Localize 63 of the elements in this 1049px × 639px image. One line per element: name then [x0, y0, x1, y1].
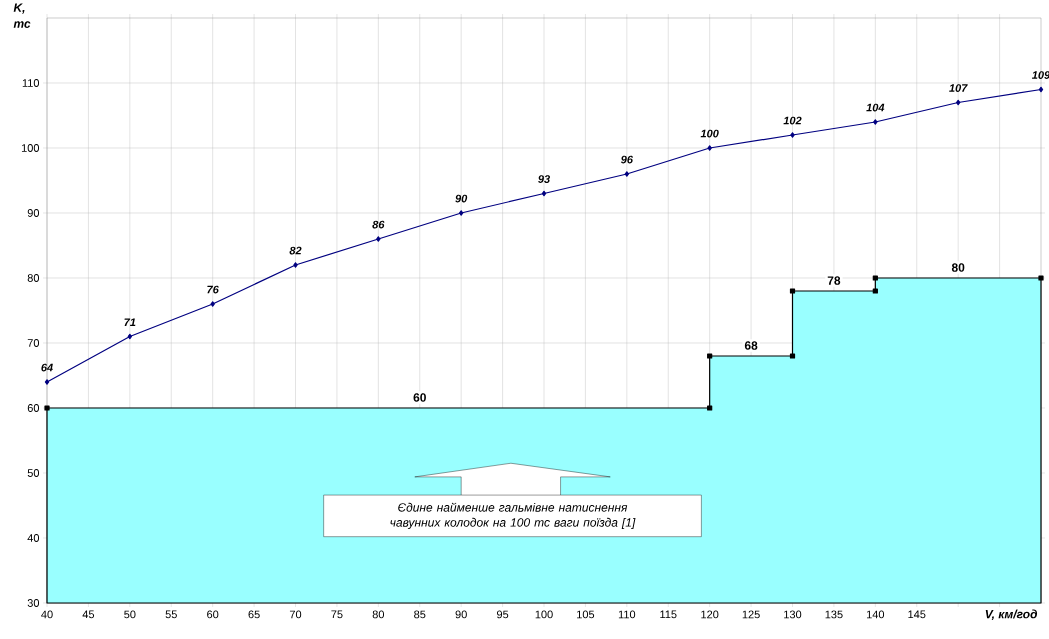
point	[707, 145, 712, 151]
x-tick-label: 45	[82, 610, 95, 619]
annotation: 60	[413, 393, 426, 402]
x-tick-label: 145	[908, 610, 926, 619]
y-axis-title: K, тс	[13, 3, 31, 28]
point	[293, 262, 298, 268]
annotation: Єдине найменше гальмівне натиснення чавунних колодок на 100 тс ваги поїзда [1]	[390, 502, 636, 530]
x-tick-label: 75	[331, 610, 343, 619]
y-tick-label: 110	[22, 79, 40, 87]
y-tick-label: 30	[27, 599, 40, 607]
x-tick-label: 60	[207, 610, 219, 619]
x-tick-label: 110	[618, 610, 636, 619]
x-tick-label: 135	[825, 610, 843, 619]
x-tick-label: 55	[165, 610, 177, 619]
x-tick-label: 65	[248, 610, 260, 619]
x-tick-label: 105	[577, 610, 595, 619]
point	[376, 236, 381, 242]
x-tick-label: 40	[41, 610, 53, 619]
data-label: 86	[372, 220, 385, 229]
point	[955, 99, 961, 106]
y-tick-label: 100	[21, 144, 40, 152]
x-tick-label: 120	[701, 610, 719, 619]
x-tick-label: 115	[660, 610, 677, 619]
data-label: 71	[124, 318, 136, 326]
data-label: 93	[538, 175, 550, 183]
data-label: 96	[620, 155, 634, 164]
data-label: 104	[866, 103, 885, 112]
data-label: 100	[700, 129, 719, 138]
point	[790, 132, 795, 138]
x-axis-title: V, км/год	[985, 609, 1038, 621]
data-label: 90	[455, 194, 468, 203]
x-tick-label: 130	[784, 610, 802, 619]
x-tick-label: 95	[496, 610, 509, 619]
point	[210, 301, 215, 307]
x-tick-label: 90	[455, 610, 467, 619]
annotation: 78	[827, 276, 841, 285]
point	[1038, 86, 1044, 93]
x-tick-label: 70	[289, 610, 302, 619]
data-label: 64	[41, 363, 53, 372]
x-tick-label: 100	[535, 610, 553, 619]
point	[624, 171, 630, 177]
x-tick-label: 125	[742, 610, 760, 619]
y-tick-label: 40	[27, 534, 40, 542]
x-tick-label: 50	[124, 610, 136, 619]
data-label: 102	[783, 116, 802, 125]
x-tick-label: 140	[866, 610, 885, 619]
annotation: 68	[744, 341, 758, 350]
point	[541, 190, 547, 197]
y-tick-label: 70	[27, 339, 40, 347]
y-tick-label: 80	[27, 274, 40, 282]
y-tick-label: 90	[27, 209, 40, 217]
data-label: 82	[289, 246, 302, 255]
point	[458, 210, 464, 216]
data-label: 107	[949, 84, 968, 92]
y-tick-label: 60	[27, 404, 40, 412]
point	[873, 119, 878, 125]
x-tick-label: 85	[414, 610, 426, 619]
y-tick-label: 50	[27, 469, 40, 477]
point	[127, 333, 133, 340]
data-label: 76	[207, 285, 219, 294]
point	[44, 379, 50, 385]
annotation: 80	[951, 263, 965, 272]
x-tick-label: 80	[372, 610, 385, 619]
